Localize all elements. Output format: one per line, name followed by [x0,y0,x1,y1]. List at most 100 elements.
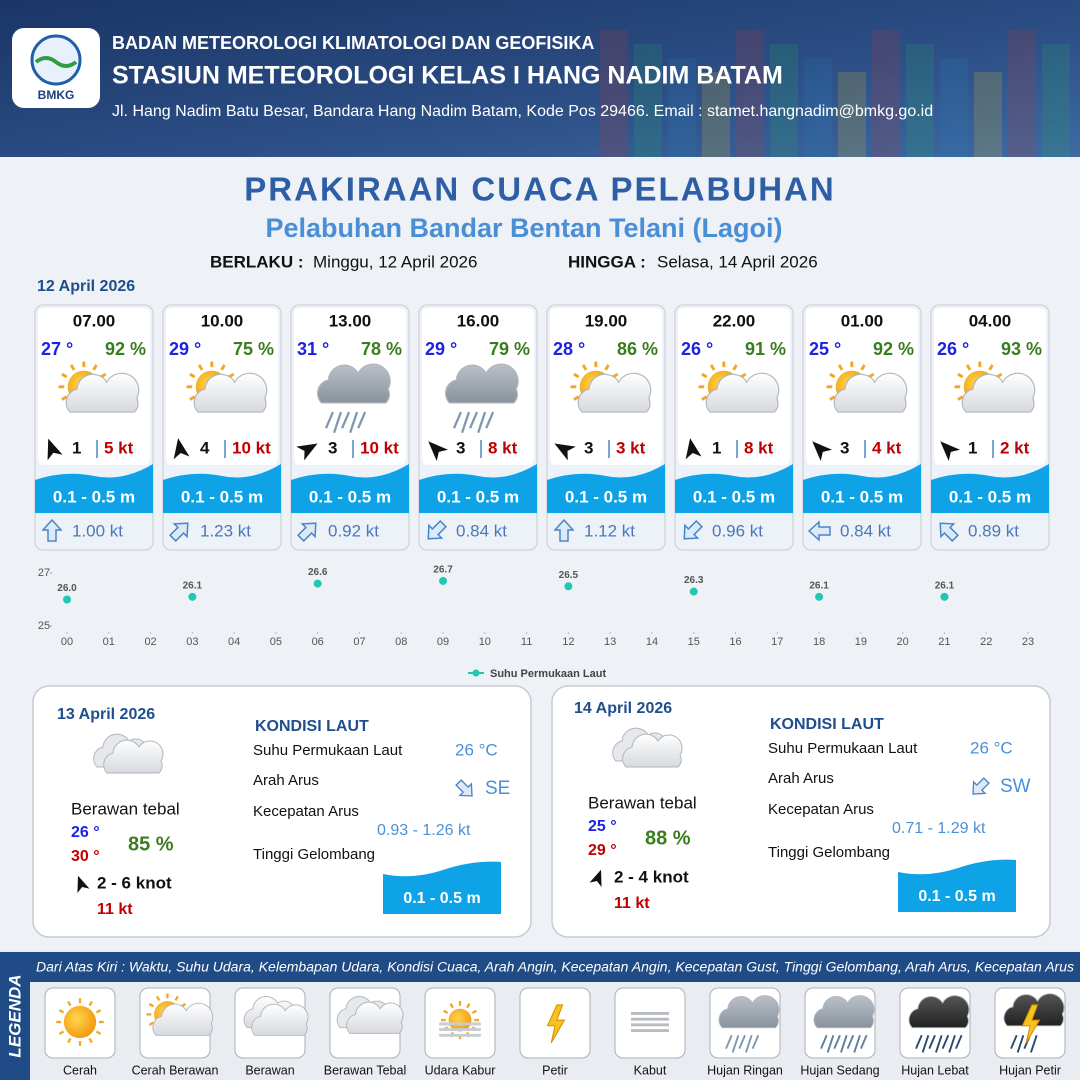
legend-item: Petir [542,1063,568,1077]
wind-speed: 3 [328,438,337,457]
banner-decor [804,58,832,157]
weather-icon [317,363,391,434]
temp-min: 25 ° [588,818,617,835]
rain-drop [332,411,343,434]
wind-speed: 3 [456,438,465,457]
rain-drop [935,1034,943,1053]
sun-ray [573,372,580,379]
banner-decor [770,44,798,157]
rain-drop [955,1034,963,1049]
valid-from-label: BERLAKU : [210,252,304,271]
gust: 11 kt [614,895,650,912]
sun-ray [701,372,708,379]
wave-band [931,464,1049,513]
wave-band [675,464,793,513]
sun-ray [67,1037,72,1044]
wind-arrow [77,875,90,893]
temp-min: 26 ° [71,824,100,841]
sun [63,1005,97,1039]
sst-value-label: 26.1 [809,580,829,591]
gust-speed: 10 kt [360,438,399,457]
wave-range: 0.1 - 0.5 m [918,888,995,905]
x-tick-label: 07 [353,636,365,648]
cloud [317,363,391,404]
current-arrow [939,522,959,542]
cloud [705,372,780,413]
weather-icon [813,995,875,1053]
wind-arrow [589,869,602,887]
rain-drop [820,1034,828,1049]
rain-drop [469,411,479,429]
title: PRAKIRAAN CUACA PELABUHAN [244,171,835,208]
x-tick-label: 05 [270,636,282,648]
x-tick-label: 13 [604,636,616,648]
sun-ray [189,372,196,379]
condition: Berawan tebal [71,799,180,818]
current-arrow [683,520,703,540]
current-speed: 0.84 kt [456,521,507,540]
sun-ray [581,364,588,371]
humidity: 75 % [233,339,274,359]
weather-icon [336,996,404,1034]
wind-range: 2 - 6 knot [97,873,172,892]
wind-arrow [296,443,318,461]
weather-icon [954,361,1036,413]
legend-label: Suhu Permukaan Laut [490,668,606,680]
cloud [622,733,683,768]
wind-speed: 1 [968,438,977,457]
sun-ray [701,395,708,401]
weather-icon [146,993,214,1036]
forecast-time: 22.00 [713,311,756,330]
gust-speed: 8 kt [488,438,518,457]
banner-decor [838,72,866,157]
weather-icon [56,998,104,1046]
x-tick-label: 22 [980,636,992,648]
x-tick-label: 21 [938,636,950,648]
wave-height: 0.1 - 0.5 m [821,487,903,506]
legend-box [614,987,686,1059]
gust: 11 kt [97,901,133,918]
x-tick-label: 23 [1022,636,1034,648]
banner-decor [906,44,934,157]
sst-value-label: 26.6 [308,567,328,578]
wave-label: Tinggi Gelombang [253,846,375,863]
wave-height: 0.1 - 0.5 m [181,487,263,506]
sun-ray [69,364,76,371]
air-temperature: 26 ° [681,339,713,359]
sea-title: KONDISI LAUT [770,716,884,733]
rain-drop [846,1034,855,1049]
sun-ray [189,395,196,401]
legend-item: Hujan Petir [999,1063,1061,1077]
valid-from: Minggu, 12 April 2026 [313,252,477,271]
legend-item: Hujan Lebat [901,1063,969,1077]
sun-ray [92,364,98,371]
sun-ray [95,1009,102,1014]
banner-decor [1008,30,1036,157]
legend-strip [30,952,1080,982]
current-speed: 0.96 kt [712,521,763,540]
cloud [833,372,908,413]
weather-icon [58,361,140,413]
wave-height: 0.1 - 0.5 m [949,487,1031,506]
rain-drop [745,1034,753,1053]
legend-item: Udara Kabur [425,1063,496,1077]
humidity: 86 % [617,339,658,359]
cloud [961,372,1036,413]
legend-description: Dari Atas Kiri : Waktu, Suhu Udara, Kele… [36,960,1074,975]
wind-arrow [812,441,833,462]
wind-speed: 4 [200,438,210,457]
sun-ray [148,1021,155,1026]
current-arrow [297,522,317,542]
rain-drop [915,1034,923,1049]
air-temperature: 25 ° [809,339,841,359]
sun-ray [471,1009,478,1015]
forecast-time: 10.00 [201,311,244,330]
forecast-time: 13.00 [329,311,372,330]
sst-value-label: 26.0 [57,583,77,594]
forecast-time: 01.00 [841,311,884,330]
wind-range: 2 - 4 knot [614,867,689,886]
current-arrow [553,518,575,542]
rain-drop [731,1034,740,1053]
sun-ray [466,1003,471,1009]
